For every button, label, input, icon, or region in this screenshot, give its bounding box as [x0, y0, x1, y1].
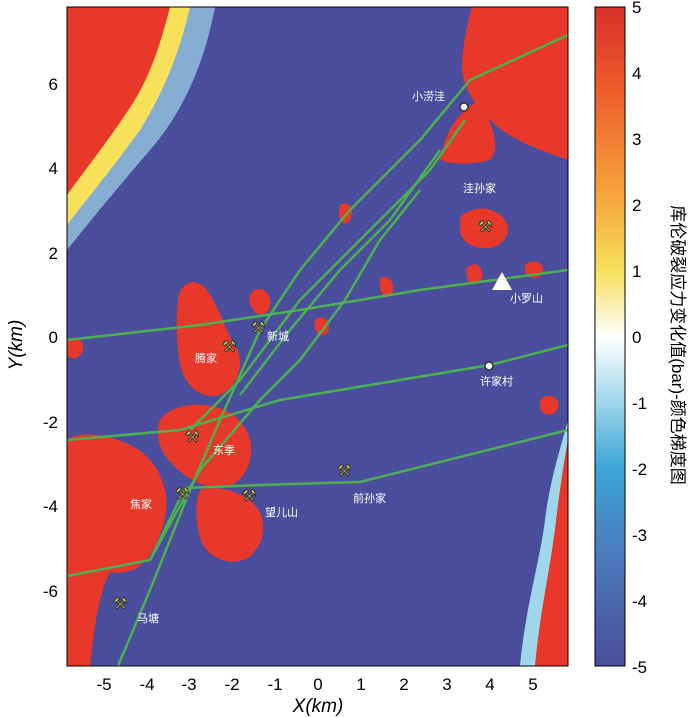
stress-spot [67, 338, 84, 359]
fault-lines [67, 33, 568, 666]
y-axis: 6 4 2 0 -2 -4 -6 Y(km) [6, 75, 58, 601]
fault-line [67, 268, 568, 342]
mine-icon: ⚒ [185, 429, 199, 446]
fault-line [239, 149, 442, 396]
colorbar-tick: -2 [632, 460, 647, 479]
colorbar-tick: 1 [632, 262, 641, 281]
x-tick-label: -5 [96, 675, 111, 694]
colorbar-tick: -4 [632, 592, 647, 611]
stress-lobe-wasunjia [460, 208, 508, 249]
stress-lobe-xincheng [249, 288, 271, 315]
x-tick-label: 5 [528, 675, 537, 694]
colorbar-tick: 2 [632, 196, 641, 215]
y-tick-label: 2 [49, 244, 58, 263]
mine-icon: ⚒ [242, 488, 256, 505]
place-label: 前孙家 [353, 491, 386, 505]
place-label: 马塘 [137, 611, 159, 625]
y-tick-label: 6 [49, 75, 58, 94]
x-tick-label: 3 [442, 675, 451, 694]
stress-map [67, 7, 568, 666]
fault-line [189, 119, 467, 431]
stress-lobe-tengjia [176, 282, 240, 396]
mine-icon: ⚒ [251, 320, 265, 337]
colorbar-tick: 0 [632, 328, 641, 347]
y-axis-label: Y(km) [6, 320, 27, 371]
mine-icon: ⚒ [337, 463, 351, 480]
map-frame [66, 6, 569, 667]
place-label: 洼孙家 [463, 181, 496, 195]
mine-icon: ⚒ [478, 219, 492, 236]
colorbar-tick: -1 [632, 394, 647, 413]
x-tick-label: -3 [181, 675, 196, 694]
place-label: 小罗山 [510, 292, 543, 305]
x-tick-label: -4 [139, 675, 154, 694]
x-tick-label: 4 [485, 675, 494, 694]
x-tick-label: 0 [313, 675, 322, 694]
colorbar-tick: -3 [632, 526, 647, 545]
x-tick-label: -1 [267, 675, 282, 694]
place-label: 焦家 [130, 497, 152, 511]
stress-lobe-top-left [67, 7, 170, 195]
place-label: 小涝洼 [412, 89, 445, 103]
x-tick-label: 2 [399, 675, 408, 694]
x-tick-label: -2 [224, 675, 239, 694]
stress-lobe-top-right [461, 7, 568, 160]
place-label: 许家村 [480, 374, 513, 388]
colorbar-title: 库伦破裂应力变化值(bar)-颜色梯度图 [668, 205, 687, 485]
place-label: 腾家 [195, 351, 217, 365]
stress-lobe-jiaojia [67, 434, 167, 666]
town-icon [459, 102, 469, 112]
place-label: 东季 [213, 444, 235, 457]
y-tick-label: 0 [49, 328, 58, 347]
y-tick-label: -2 [43, 413, 58, 432]
peak-icon [492, 272, 512, 290]
stress-spot [466, 264, 483, 285]
colorbar-tick: 5 [632, 0, 641, 17]
stress-spot [540, 395, 559, 415]
y-tick-label: 4 [49, 159, 58, 178]
mine-icons: ⚒ ⚒ ⚒ ⚒ ⚒ ⚒ ⚒ ⚒ [113, 219, 493, 614]
stress-lobe-xiaolaowa [440, 100, 496, 164]
fault-line [67, 428, 568, 578]
mine-icon: ⚒ [175, 486, 189, 503]
y-tick-label: -6 [43, 582, 58, 601]
stress-lobe-right [535, 440, 568, 666]
stress-lobe-dongji [157, 404, 252, 489]
place-label: 望儿山 [265, 506, 298, 519]
colorbar: 5 4 3 2 1 0 -1 -2 -3 -4 -5 库伦破裂应力变化值(bar… [594, 0, 687, 677]
x-axis-label: X(km) [292, 696, 344, 717]
stress-spot [314, 317, 329, 336]
mine-icon: ⚒ [113, 596, 127, 613]
place-label: 新城 [267, 329, 289, 343]
x-axis: -5 -4 -3 -2 -1 0 1 2 3 4 5 X(km) [96, 675, 537, 717]
colorbar-tick: 3 [632, 130, 641, 149]
town-icon [484, 361, 494, 371]
x-tick-label: 1 [356, 675, 365, 694]
mine-icon: ⚒ [222, 339, 236, 356]
fault-line [67, 343, 568, 442]
place-markers: ⚒ ⚒ ⚒ ⚒ ⚒ ⚒ ⚒ ⚒ [113, 102, 512, 614]
y-tick-label: -4 [43, 497, 58, 516]
stress-spot [379, 276, 394, 298]
colorbar-tick: -5 [632, 658, 647, 677]
colorbar-gradient [594, 6, 626, 667]
stress-lobe-wangershan [196, 488, 264, 562]
fault-line [116, 33, 568, 666]
place-labels: 小涝洼 洼孙家 小罗山 新城 腾家 许家村 东季 前孙家 焦家 望儿山 马塘 [130, 89, 543, 625]
colorbar-tick: 4 [632, 64, 641, 83]
fault-line [148, 189, 421, 561]
